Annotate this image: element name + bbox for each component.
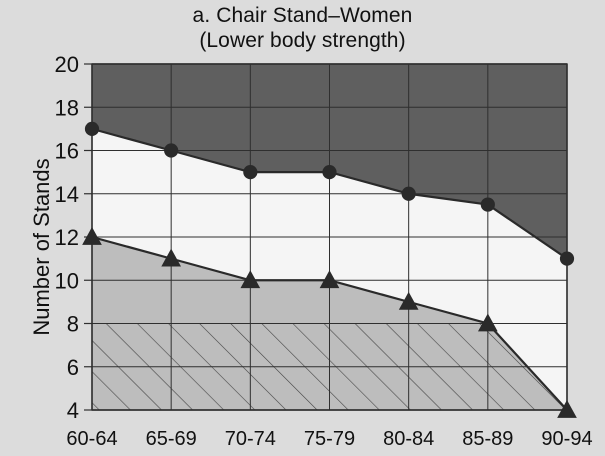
y-tick-label: 8 <box>67 312 79 337</box>
lower-series-point <box>82 226 102 245</box>
x-tick-label: 65-69 <box>146 428 197 450</box>
lower-series-point <box>477 313 498 332</box>
upper-series-point <box>480 197 495 212</box>
y-tick-label: 14 <box>55 182 79 207</box>
upper-series-point <box>84 121 100 136</box>
y-tick-label: 18 <box>55 95 79 120</box>
x-tick-label: 70-74 <box>225 428 276 450</box>
x-tick-label: 75-79 <box>304 428 355 450</box>
y-tick-label: 12 <box>55 225 79 250</box>
y-tick-label: 10 <box>55 268 79 293</box>
upper-series-point <box>164 143 179 158</box>
y-tick-label: 6 <box>67 355 79 380</box>
lower-series-point <box>161 248 182 267</box>
lower-series-point <box>319 270 340 289</box>
upper-series-point <box>243 165 258 180</box>
y-axis-label: Number of Stands <box>29 158 54 336</box>
y-tick-label: 4 <box>67 398 79 423</box>
upper-series-point <box>322 165 337 180</box>
upper-series-point <box>559 251 575 266</box>
upper-series-point <box>401 186 416 201</box>
x-tick-label: 85-89 <box>462 428 513 450</box>
x-tick-label: 60-64 <box>66 428 117 450</box>
y-tick-label: 16 <box>55 139 79 164</box>
x-tick-label: 90-94 <box>541 428 592 450</box>
lower-series-point <box>240 270 261 289</box>
y-tick-label: 20 <box>55 52 79 77</box>
lower-series-point <box>557 399 577 418</box>
x-tick-label: 80-84 <box>383 428 434 450</box>
lower-series-point <box>398 291 419 310</box>
